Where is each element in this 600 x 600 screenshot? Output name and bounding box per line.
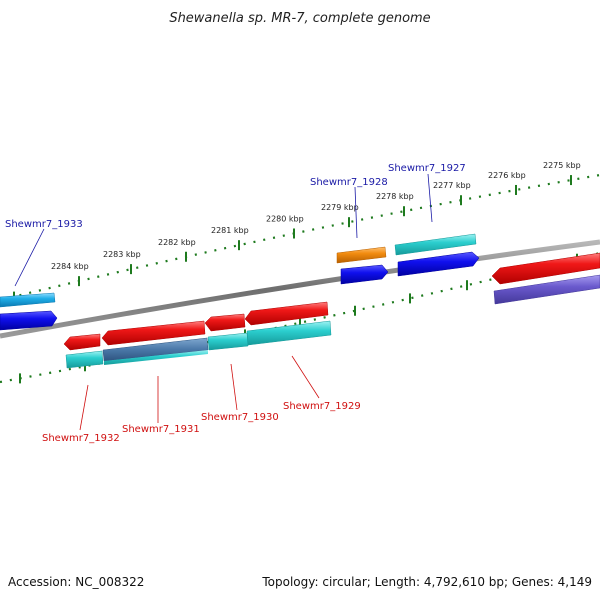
tick-label: 2283 kbp xyxy=(103,250,141,259)
label-shewmr7-1929[interactable]: Shewmr7_1929 xyxy=(283,401,361,412)
tick-label: 2280 kbp xyxy=(266,215,304,224)
tick-label: 2284 kbp xyxy=(51,262,89,271)
gene-labels: Shewmr7_1933 Shewmr7_1928 Shewmr7_1927 S… xyxy=(5,163,466,444)
label-shewmr7-1931[interactable]: Shewmr7_1931 xyxy=(122,424,200,435)
label-shewmr7-1927[interactable]: Shewmr7_1927 xyxy=(388,163,466,174)
reverse-features xyxy=(63,301,332,369)
accession-text: Accession: NC_008322 xyxy=(8,575,144,589)
tick-label: 2277 kbp xyxy=(433,181,471,190)
gene-shewmr7-1928-feature[interactable] xyxy=(336,246,387,264)
tick-label: 2278 kbp xyxy=(376,192,414,201)
gene-shewmr7-1930-cds[interactable] xyxy=(204,313,246,332)
tick-labels: 2284 kbp 2283 kbp 2282 kbp 2281 kbp 2280 kbp… xyxy=(51,161,581,271)
gene-shewmr7-1932-cds[interactable] xyxy=(63,333,101,351)
gene-shewmr7-1931-base xyxy=(104,350,208,365)
genome-summary-text: Topology: circular; Length: 4,792,610 bp… xyxy=(261,575,592,589)
gene-shewmr7-1928-cds[interactable] xyxy=(340,264,389,285)
label-shewmr7-1933[interactable]: Shewmr7_1933 xyxy=(5,219,83,230)
tick-label: 2275 kbp xyxy=(543,161,581,170)
gene-shewmr7-1929-feature[interactable] xyxy=(246,320,332,346)
gene-shewmr7-1931-cds[interactable] xyxy=(101,320,206,346)
map-title: Shewanella sp. MR-7, complete genome xyxy=(169,11,430,26)
tick-label: 2281 kbp xyxy=(211,226,249,235)
gene-shewmr7-1929-cds[interactable] xyxy=(244,301,329,326)
gene-shewmr7-1927-feature[interactable] xyxy=(394,233,477,256)
gene-shewmr7-1927-cds[interactable] xyxy=(397,251,480,277)
forward-features xyxy=(0,233,600,331)
leader-lines xyxy=(14,173,433,431)
gene-shewmr7-1930-feature[interactable] xyxy=(207,332,249,351)
tick-label: 2279 kbp xyxy=(321,203,359,212)
gene-shewmr7-1932-feature[interactable] xyxy=(65,350,104,369)
tick-label: 2282 kbp xyxy=(158,238,196,247)
label-shewmr7-1928[interactable]: Shewmr7_1928 xyxy=(310,177,388,188)
gene-shewmr7-1933-cds[interactable] xyxy=(0,310,58,331)
label-shewmr7-1932[interactable]: Shewmr7_1932 xyxy=(42,433,120,444)
label-shewmr7-1930[interactable]: Shewmr7_1930 xyxy=(201,412,279,423)
genome-backbone xyxy=(0,239,600,339)
tick-label: 2276 kbp xyxy=(488,171,526,180)
gene-shewmr7-1933-feature[interactable] xyxy=(0,292,56,308)
gene-right-reverse-cds[interactable] xyxy=(491,252,600,285)
gene-right-region[interactable] xyxy=(493,274,600,305)
